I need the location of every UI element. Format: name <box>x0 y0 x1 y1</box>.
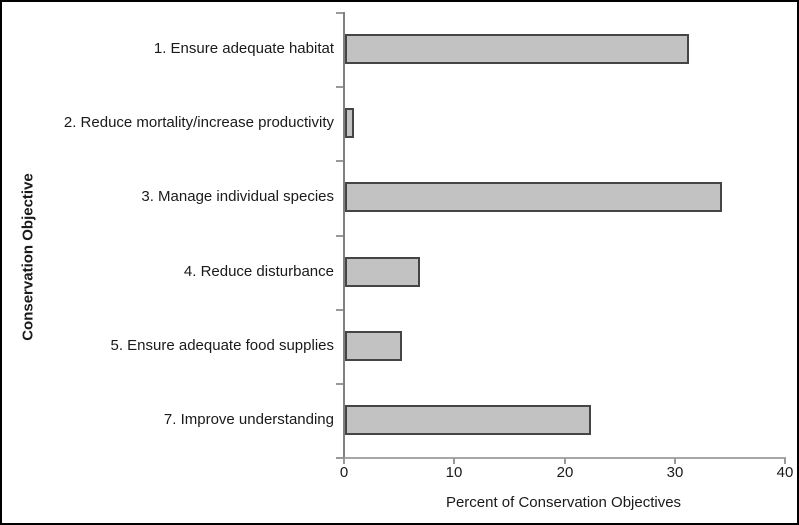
bar <box>345 405 591 435</box>
plot-area <box>343 12 786 459</box>
x-tick <box>784 458 786 464</box>
y-boundary-tick <box>336 457 343 459</box>
bar <box>345 108 354 138</box>
x-tick-label: 10 <box>445 464 463 481</box>
y-boundary-tick <box>336 12 343 14</box>
y-boundary-tick <box>336 235 343 237</box>
x-tick <box>453 458 455 464</box>
x-axis-title: Percent of Conservation Objectives <box>445 494 682 511</box>
category-label: 7. Improve understanding <box>163 411 334 428</box>
category-label: 1. Ensure adequate habitat <box>153 40 334 57</box>
category-label: 2. Reduce mortality/increase productivit… <box>63 114 334 131</box>
bar <box>345 331 402 361</box>
category-label: 5. Ensure adequate food supplies <box>110 337 335 354</box>
x-tick-label: 40 <box>776 464 794 481</box>
category-label: 3. Manage individual species <box>141 188 334 205</box>
bar <box>345 257 420 287</box>
x-tick-label: 0 <box>339 464 349 481</box>
y-boundary-tick <box>336 383 343 385</box>
y-boundary-tick <box>336 160 343 162</box>
x-tick-label: 30 <box>666 464 684 481</box>
y-boundary-tick <box>336 309 343 311</box>
bar <box>345 182 722 212</box>
y-boundary-tick <box>336 86 343 88</box>
x-tick-label: 20 <box>556 464 574 481</box>
x-tick <box>674 458 676 464</box>
category-label: 4. Reduce disturbance <box>183 263 334 280</box>
bar <box>345 34 689 64</box>
x-tick <box>564 458 566 464</box>
x-tick <box>343 458 345 464</box>
